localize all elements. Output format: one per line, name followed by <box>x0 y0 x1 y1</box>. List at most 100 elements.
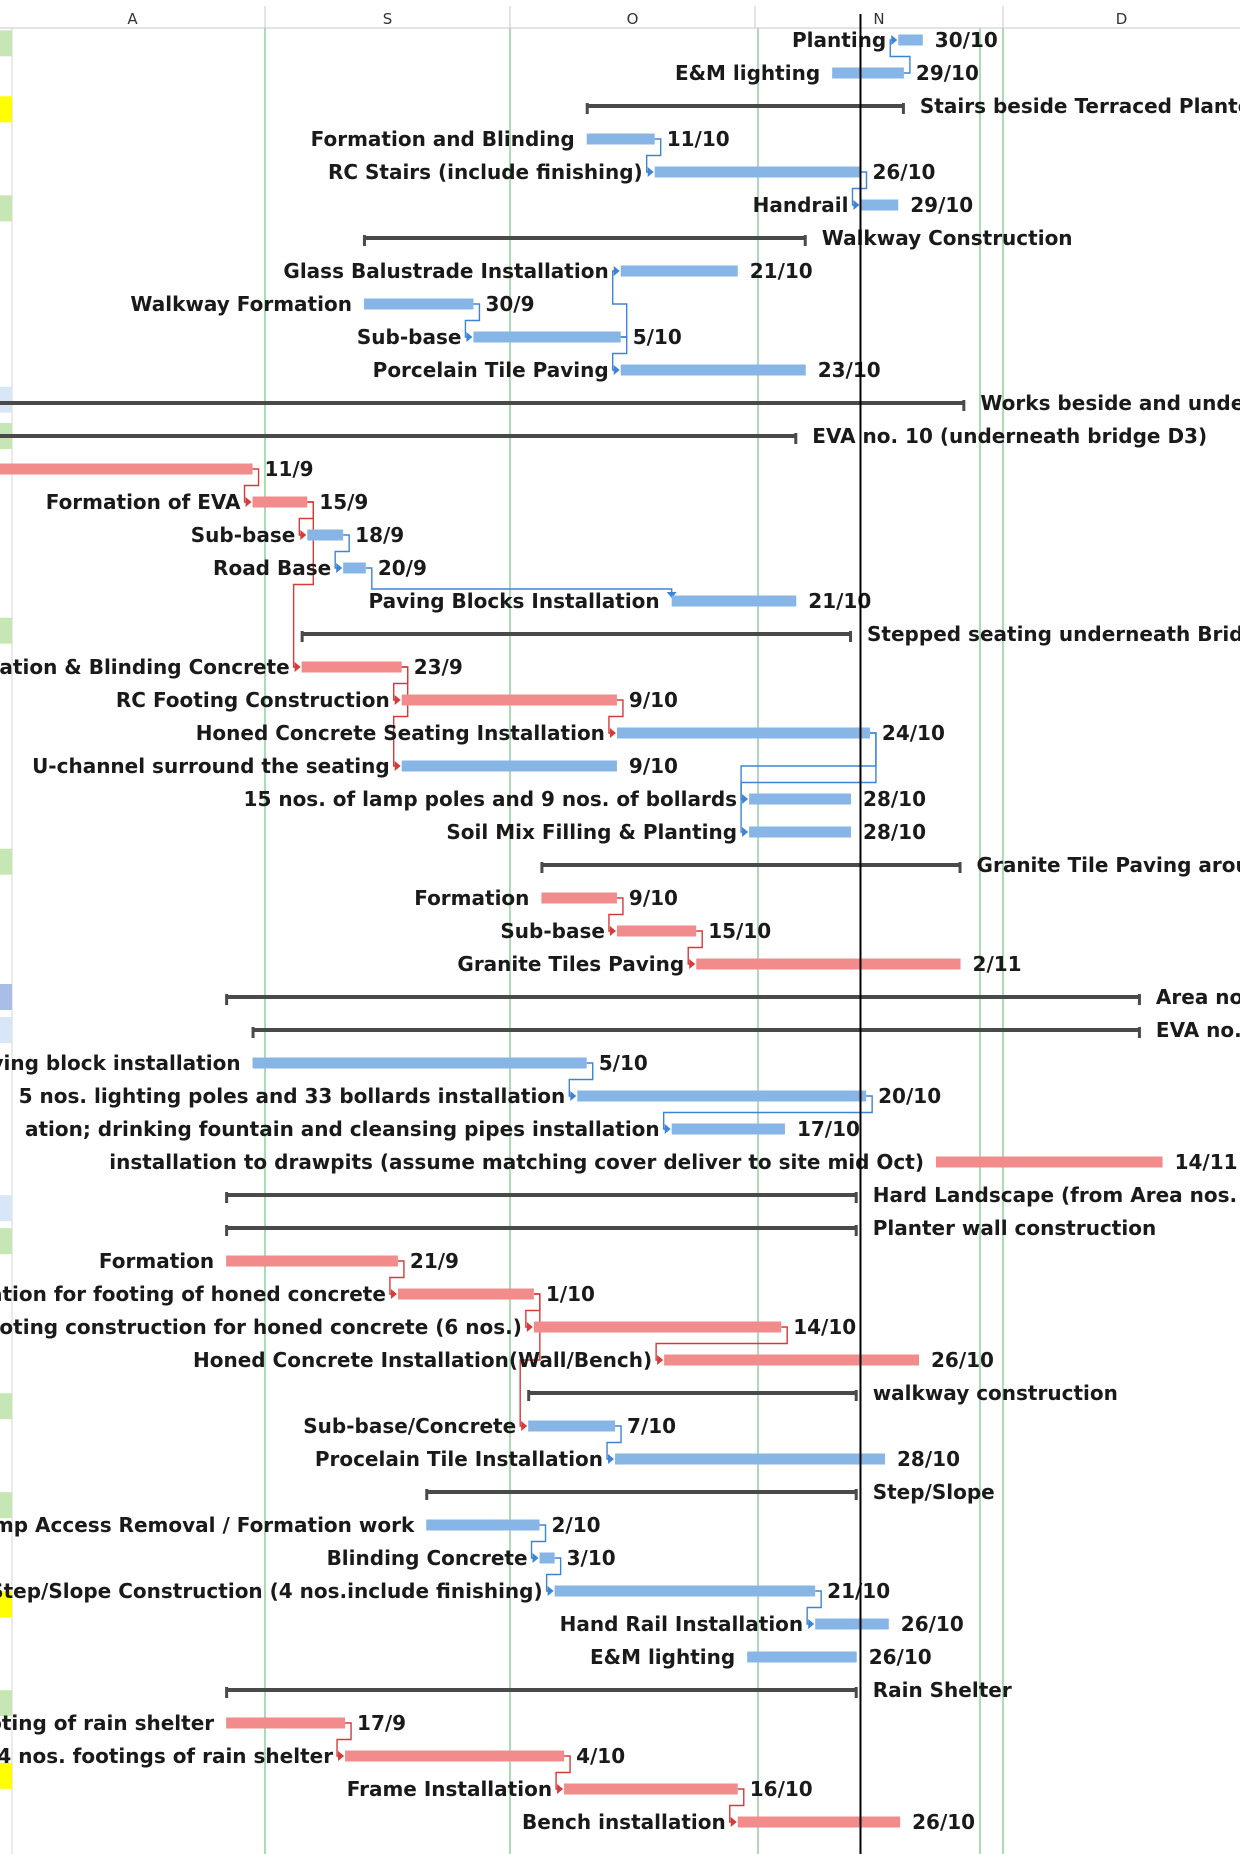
task-name: Formation of EVA <box>46 490 241 514</box>
finish-date-label: 21/9 <box>410 1249 459 1273</box>
dependency-link <box>687 930 703 965</box>
task-name: Sub-base <box>357 325 462 349</box>
row-color-marker <box>0 1228 12 1255</box>
task-bar[interactable] <box>528 1420 616 1432</box>
summary-bar[interactable] <box>426 1490 857 1494</box>
summary-bar[interactable] <box>363 236 806 240</box>
task-bar[interactable] <box>577 1090 867 1102</box>
dependency-arrowhead <box>657 1355 664 1365</box>
dependency-link <box>334 534 350 569</box>
row-color-marker <box>0 1762 12 1789</box>
summary-bar[interactable] <box>252 1028 1140 1032</box>
critical-task-bar[interactable] <box>0 463 253 475</box>
task-bar[interactable] <box>749 826 852 838</box>
task-bar[interactable] <box>616 727 870 739</box>
task-name: 15 nos. of lamp poles and 9 nos. of boll… <box>244 787 738 811</box>
critical-task-bar[interactable] <box>226 1717 346 1729</box>
task-name: Frame Installation <box>347 1777 552 1801</box>
summary-bar-cap <box>803 235 807 246</box>
summary-bar[interactable] <box>226 1226 857 1230</box>
critical-task-bar[interactable] <box>564 1783 738 1795</box>
task-bar[interactable] <box>860 199 899 211</box>
summary-task-name: Planter wall construction <box>873 1216 1157 1240</box>
task-bar[interactable] <box>401 760 617 772</box>
task-bar[interactable] <box>586 133 655 145</box>
column-header-strip <box>0 0 1240 28</box>
column-header-label[interactable]: N <box>873 10 884 28</box>
task-bar[interactable] <box>343 562 366 574</box>
column-header-label[interactable]: S <box>383 10 393 28</box>
column-header-label[interactable]: A <box>127 10 138 28</box>
critical-task-bar[interactable] <box>226 1255 398 1267</box>
task-bar[interactable] <box>671 595 797 607</box>
critical-task-bar[interactable] <box>664 1354 920 1366</box>
task-bar[interactable] <box>554 1585 816 1597</box>
finish-date-label: 26/10 <box>872 160 935 184</box>
critical-task-bar[interactable] <box>252 496 308 508</box>
task-bar[interactable] <box>539 1552 555 1564</box>
summary-bar[interactable] <box>226 1193 857 1197</box>
summary-bar[interactable] <box>528 1391 857 1395</box>
critical-task-bar[interactable] <box>533 1321 782 1333</box>
task-name: Honed Concrete Installation(Wall/Bench) <box>193 1348 652 1372</box>
task-name: Hand Rail Installation <box>560 1612 804 1636</box>
task-bar[interactable] <box>671 1123 785 1135</box>
critical-task-bar[interactable] <box>401 694 617 706</box>
finish-date-label: 26/10 <box>869 1645 932 1669</box>
task-bar[interactable] <box>654 166 861 178</box>
summary-bar[interactable] <box>0 401 965 405</box>
finish-date-label: 26/10 <box>912 1810 975 1834</box>
task-bar[interactable] <box>620 265 738 277</box>
summary-bar-cap <box>225 1225 229 1236</box>
critical-task-bar[interactable] <box>936 1156 1163 1168</box>
summary-bar-cap <box>425 1489 429 1500</box>
dependency-arrowhead <box>466 332 473 342</box>
dependency-link <box>530 1524 547 1559</box>
critical-task-bar[interactable] <box>696 958 961 970</box>
dependency-arrowhead <box>689 959 696 969</box>
summary-bar[interactable] <box>226 1688 857 1692</box>
task-bar[interactable] <box>252 1057 587 1069</box>
task-bar[interactable] <box>615 1453 886 1465</box>
critical-task-bar[interactable] <box>345 1750 565 1762</box>
critical-task-bar[interactable] <box>541 892 617 904</box>
task-bar[interactable] <box>749 793 852 805</box>
task-bar[interactable] <box>426 1519 540 1531</box>
critical-task-bar[interactable] <box>616 925 697 937</box>
summary-task-name: Hard Landscape (from Area nos. 3 to 4) <box>873 1183 1240 1207</box>
summary-bar-cap <box>794 433 798 444</box>
summary-bar-cap <box>1137 994 1141 1005</box>
summary-bar[interactable] <box>301 632 852 636</box>
task-bar[interactable] <box>363 298 474 310</box>
task-name: Paving block installation <box>0 1051 241 1075</box>
dependency-arrowhead <box>532 1553 539 1563</box>
summary-bar-cap <box>251 1027 255 1038</box>
summary-bar[interactable] <box>541 863 961 867</box>
task-bar[interactable] <box>898 34 923 46</box>
critical-task-bar[interactable] <box>397 1288 534 1300</box>
dependency-link <box>336 1722 352 1757</box>
task-name: 5 nos. lighting poles and 33 bollards in… <box>19 1084 566 1108</box>
summary-bar[interactable] <box>226 995 1140 999</box>
dependency-arrowhead <box>547 1586 554 1596</box>
summary-task-name: Stepped seating underneath Bridge D3 <box>867 622 1240 646</box>
task-bar[interactable] <box>747 1651 857 1663</box>
summary-task-name: Area nos. 3 & 4 <box>1156 985 1240 1009</box>
critical-task-bar[interactable] <box>301 661 402 673</box>
task-bar[interactable] <box>473 331 621 343</box>
task-bar[interactable] <box>620 364 806 376</box>
summary-bar[interactable] <box>586 104 904 108</box>
finish-date-label: 14/10 <box>793 1315 856 1339</box>
finish-date-label: 21/10 <box>827 1579 890 1603</box>
column-header-label[interactable]: O <box>627 10 639 28</box>
task-name: Walkway Formation <box>130 292 352 316</box>
task-bar[interactable] <box>815 1618 889 1630</box>
critical-task-bar[interactable] <box>737 1816 901 1828</box>
column-header-label[interactable]: D <box>1116 10 1128 28</box>
task-name: oting construction for honed concrete (6… <box>0 1315 522 1339</box>
summary-bar[interactable] <box>0 434 797 438</box>
task-bar[interactable] <box>307 529 344 541</box>
task-bar[interactable] <box>832 67 904 79</box>
